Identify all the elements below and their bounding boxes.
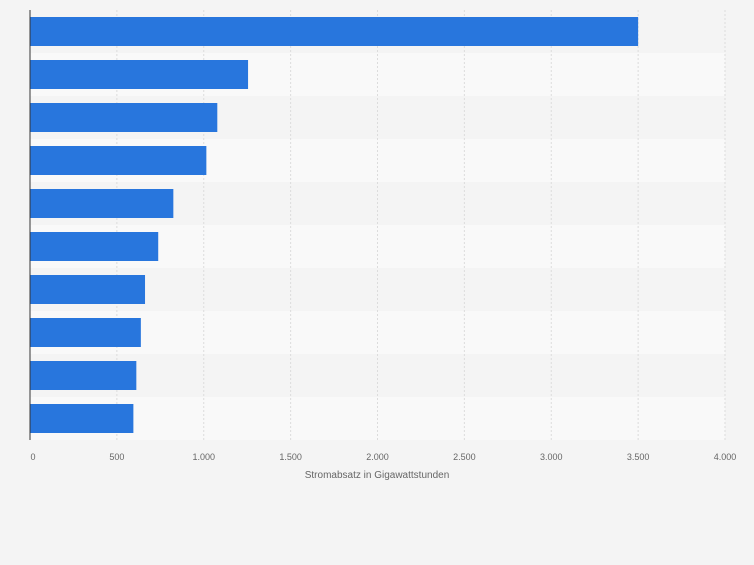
bar (30, 189, 174, 218)
bar (30, 318, 141, 347)
bar (30, 361, 137, 390)
x-tick-label: 2.000 (366, 452, 389, 462)
bar (30, 60, 249, 89)
x-tick-label: 1.000 (192, 452, 215, 462)
x-tick-labels: 0 500 1.000 1.500 2.000 2.500 3.000 3.500 4.000 (30, 452, 736, 462)
bar (30, 146, 207, 175)
x-tick-label: 500 (109, 452, 124, 462)
x-tick-label: 2.500 (453, 452, 476, 462)
bars (30, 17, 639, 433)
x-tick-label: 3.500 (627, 452, 650, 462)
x-axis-label: Stromabsatz in Gigawattstunden (305, 470, 450, 481)
x-tick-label: 0 (30, 452, 35, 462)
bar (30, 17, 639, 46)
bar (30, 232, 159, 261)
x-tick-label: 3.000 (540, 452, 563, 462)
bar (30, 103, 218, 132)
bar (30, 404, 134, 433)
x-tick-label: 1.500 (279, 452, 302, 462)
x-tick-label: 4.000 (714, 452, 737, 462)
bar (30, 275, 146, 304)
